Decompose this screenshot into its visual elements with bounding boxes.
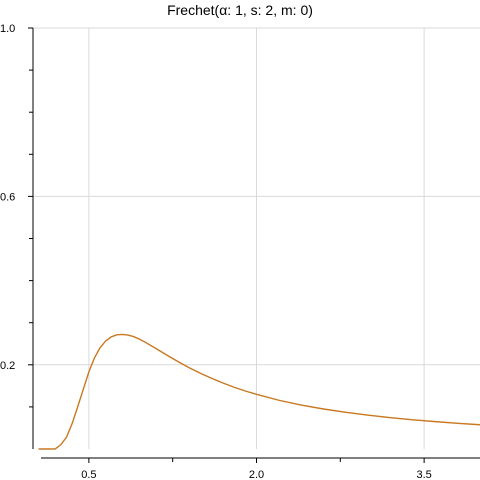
grid-lines (33, 27, 480, 449)
chart-title: Frechet(α: 1, s: 2, m: 0) (167, 2, 313, 18)
ticks (28, 27, 425, 463)
x-tick-label: 2.0 (249, 469, 264, 480)
x-tick-label: 0.5 (81, 469, 96, 480)
y-tick-label: 0.2 (0, 360, 15, 372)
x-tick-label: 3.5 (416, 469, 431, 480)
y-tick-label: 0.6 (0, 191, 15, 203)
tick-labels: 0.2 0.6 1.0 0.5 2.0 3.5 (0, 23, 432, 480)
y-tick-label: 1.0 (0, 23, 15, 35)
frechet-pdf-curve (38, 333, 480, 450)
series-layer (38, 333, 480, 450)
